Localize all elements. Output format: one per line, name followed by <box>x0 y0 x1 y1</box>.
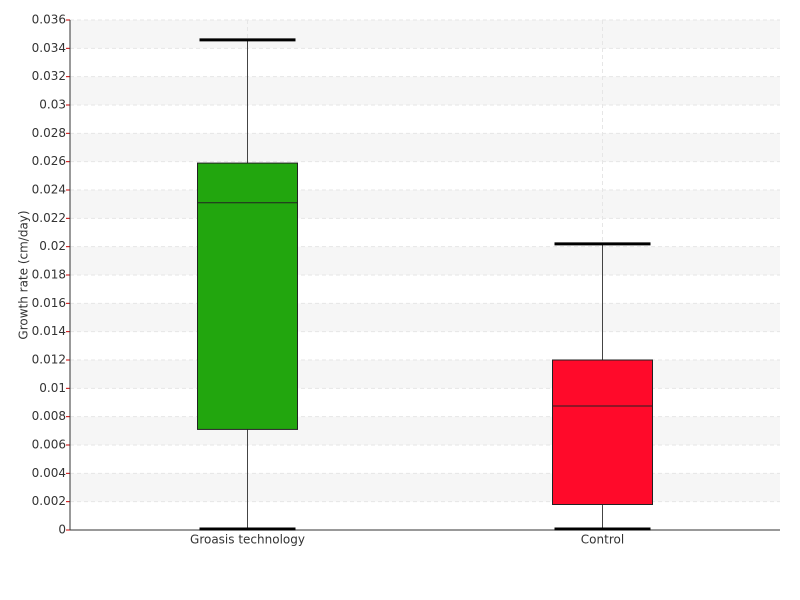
x-tick-label: Groasis technology <box>190 533 305 547</box>
y-tick-label: 0.032 <box>32 69 66 83</box>
grid-band <box>70 473 780 502</box>
y-tick-label: 0 <box>58 523 66 537</box>
grid-band <box>70 190 780 219</box>
y-tick-label: 0.012 <box>32 353 66 367</box>
y-axis-label: Growth rate (cm/day) <box>17 210 31 339</box>
y-tick-label: 0.026 <box>32 154 66 168</box>
y-tick-label: 0.014 <box>32 324 66 338</box>
box <box>552 359 653 505</box>
x-tick-label: Control <box>581 533 624 547</box>
y-tick-label: 0.022 <box>32 211 66 225</box>
grid-band <box>70 416 780 445</box>
y-tick-label: 0.004 <box>32 466 66 480</box>
y-tick-label: 0.02 <box>39 239 66 253</box>
y-tick-label: 0.008 <box>32 409 66 423</box>
y-tick-label: 0.024 <box>32 183 66 197</box>
grid-band <box>70 76 780 105</box>
box <box>197 162 298 430</box>
y-tick-label: 0.034 <box>32 41 66 55</box>
grid-band <box>70 133 780 162</box>
grid-band <box>70 20 780 49</box>
grid-band <box>70 246 780 275</box>
y-tick-label: 0.036 <box>32 13 66 27</box>
grid-band <box>70 360 780 389</box>
grid-band <box>70 303 780 332</box>
y-tick-label: 0.03 <box>39 98 66 112</box>
y-tick-label: 0.028 <box>32 126 66 140</box>
y-tick-label: 0.016 <box>32 296 66 310</box>
y-tick-label: 0.006 <box>32 438 66 452</box>
y-tick-label: 0.01 <box>39 381 66 395</box>
y-tick-label: 0.002 <box>32 494 66 508</box>
y-tick-label: 0.018 <box>32 268 66 282</box>
